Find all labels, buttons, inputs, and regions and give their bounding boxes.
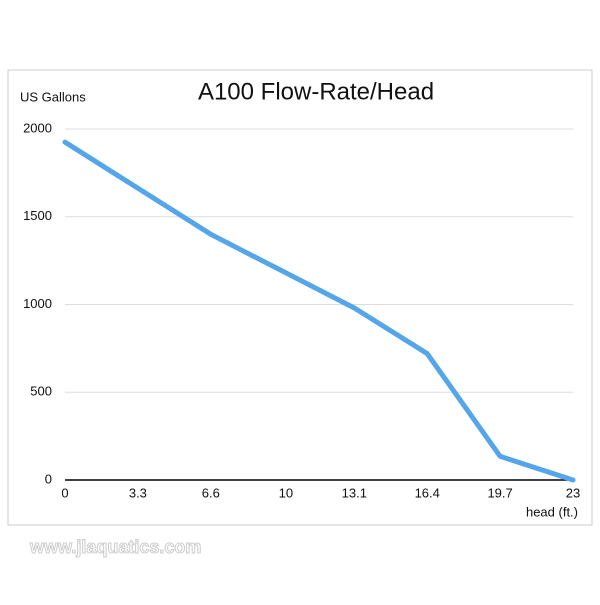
y-tick-label: 0 bbox=[45, 471, 52, 486]
watermark: www.jlaquatics.com bbox=[29, 537, 201, 557]
chart-title: A100 Flow-Rate/Head bbox=[198, 78, 434, 105]
y-tick-label: 1500 bbox=[23, 208, 52, 223]
line-series bbox=[62, 139, 576, 483]
x-tick-label: 3.3 bbox=[129, 485, 147, 500]
y-axis-label: US Gallons bbox=[20, 89, 86, 104]
x-tick-label: 16.4 bbox=[415, 485, 440, 500]
x-tick-label: 23 bbox=[566, 485, 580, 500]
x-tick-label: 10 bbox=[279, 485, 293, 500]
x-tick-label: 19.7 bbox=[487, 485, 512, 500]
x-tick-label: 6.6 bbox=[202, 485, 220, 500]
x-tick-label: 0 bbox=[61, 485, 68, 500]
y-tick-label: 1000 bbox=[23, 296, 52, 311]
y-tick-label: 500 bbox=[30, 384, 52, 399]
x-axis-label: head (ft.) bbox=[526, 504, 578, 519]
x-tick-label: 13.1 bbox=[342, 485, 367, 500]
y-tick-label: 2000 bbox=[23, 120, 52, 135]
